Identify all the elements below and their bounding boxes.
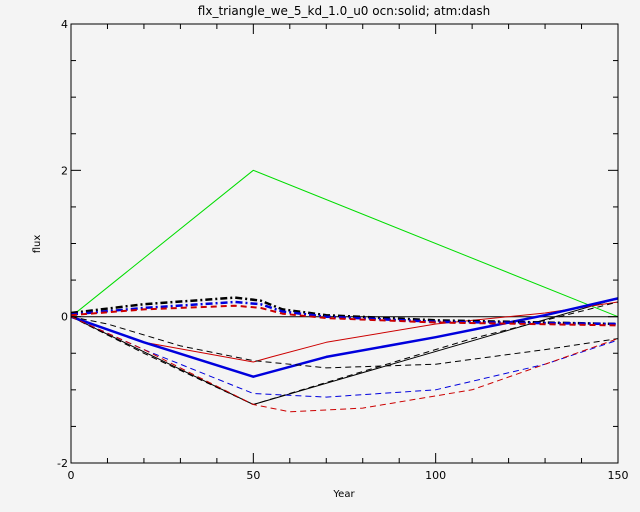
x-axis-label: Year xyxy=(332,489,355,500)
series-line-12 xyxy=(70,304,619,327)
series-line-1 xyxy=(70,169,619,318)
y-tick-label: 2 xyxy=(61,164,68,177)
series-line-9 xyxy=(70,316,619,413)
series-line-7 xyxy=(70,301,619,405)
y-tick-label: 0 xyxy=(61,311,68,324)
x-tick-label: 100 xyxy=(425,469,446,482)
y-tick-label: -2 xyxy=(57,457,68,470)
series-line-4 xyxy=(70,301,619,363)
series-line-10 xyxy=(70,296,619,326)
y-tick-label: 4 xyxy=(61,18,68,31)
chart-title: flx_triangle_we_5_kd_1.0_u0 ocn:solid; a… xyxy=(198,4,490,18)
series-layer xyxy=(70,169,619,413)
series-line-11 xyxy=(70,300,619,326)
x-tick-label: 50 xyxy=(246,469,260,482)
x-tick-label: 150 xyxy=(608,469,629,482)
series-line-5 xyxy=(70,297,619,378)
x-tick-label: 0 xyxy=(68,469,75,482)
y-axis-label: flux xyxy=(32,235,43,254)
series-line-6 xyxy=(70,316,619,369)
